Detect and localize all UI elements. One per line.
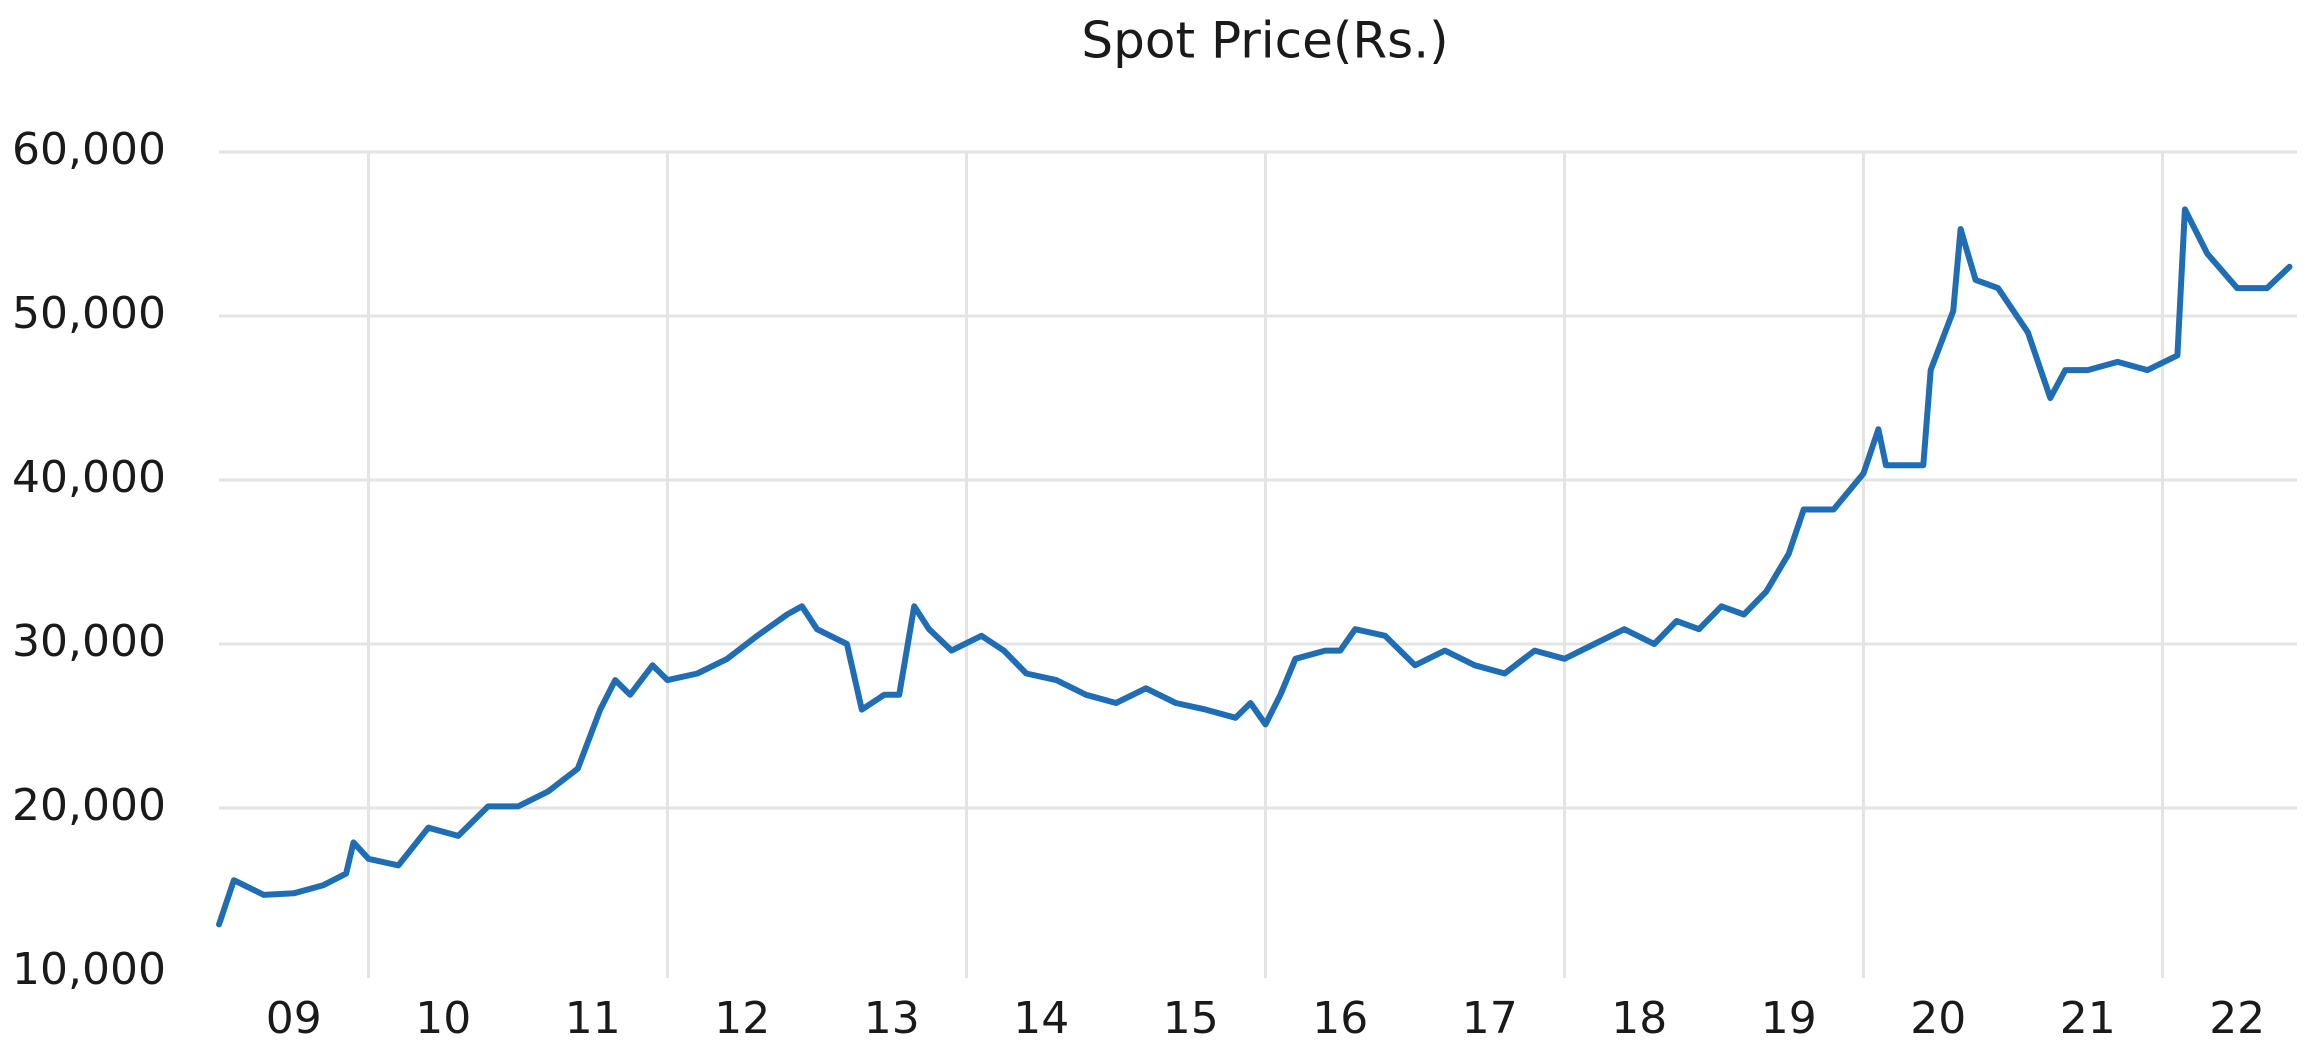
x-tick-label: 16 (1312, 993, 1368, 1044)
y-tick-label: 20,000 (12, 780, 166, 831)
x-tick-label: 18 (1611, 993, 1667, 1044)
x-tick-label: 09 (266, 993, 322, 1044)
chart-title: Spot Price(Rs.) (1081, 12, 1448, 70)
x-tick-label: 20 (1910, 993, 1966, 1044)
x-tick-label: 10 (415, 993, 471, 1044)
price-line (216, 206, 2293, 928)
x-tick-label: 19 (1761, 993, 1817, 1044)
x-tick-label: 17 (1462, 993, 1518, 1044)
y-tick-label: 40,000 (12, 452, 166, 503)
y-tick-label: 10,000 (12, 944, 166, 995)
x-tick-label: 21 (2060, 993, 2116, 1044)
x-tick-label: 15 (1163, 993, 1219, 1044)
x-tick-label: 12 (714, 993, 770, 1044)
x-tick-label: 13 (864, 993, 920, 1044)
x-tick-label: 11 (565, 993, 621, 1044)
y-tick-label: 60,000 (12, 124, 166, 175)
y-tick-label: 30,000 (12, 616, 166, 667)
x-tick-label: 14 (1013, 993, 1069, 1044)
y-tick-label: 50,000 (12, 288, 166, 339)
x-tick-label: 22 (2209, 993, 2265, 1044)
